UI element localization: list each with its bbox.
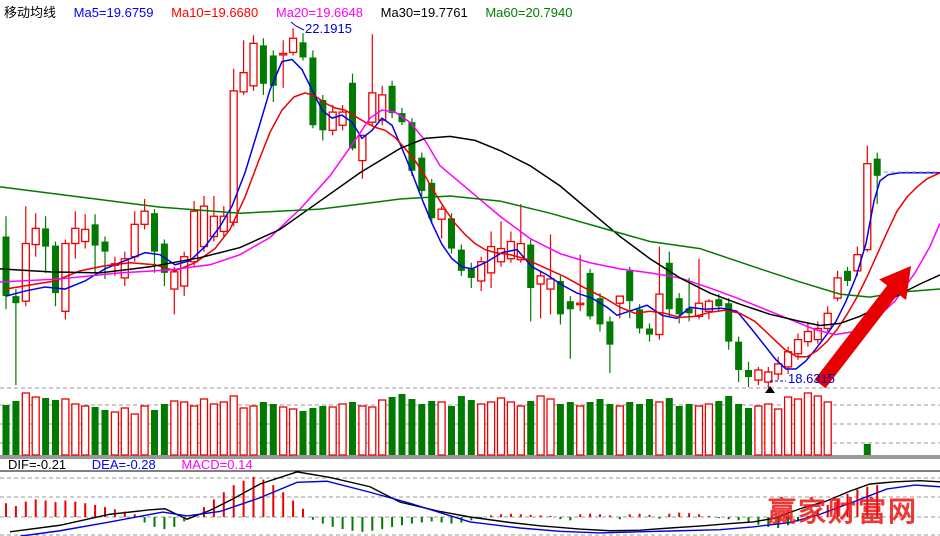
ma5-value-label: Ma5=19.6759 [73, 5, 154, 20]
high-price-label: 22.1915 [305, 21, 352, 36]
ma30-value-label: Ma30=19.7761 [380, 5, 468, 20]
trend-arrow [814, 266, 911, 389]
ma10-value-label: Ma10=19.6680 [171, 5, 259, 20]
dea-value-label: DEA=-0.28 [91, 457, 156, 472]
dif-value-label: DIF=-0.21 [8, 457, 67, 472]
low-price-label: 18.6315 [788, 371, 835, 386]
ma60-value-label: Ma60=20.7940 [485, 5, 573, 20]
macd-header: DIF=-0.21 DEA=-0.28 MACD=0.14 [8, 457, 275, 472]
macd-value-label: MACD=0.14 [181, 457, 253, 472]
watermark-text: 赢家财富网 [768, 497, 919, 528]
ma-header: 移动均线 Ma5=19.6759 Ma10=19.6680 Ma20=19.66… [4, 2, 586, 20]
ma20-value-label: Ma20=19.6648 [275, 5, 363, 20]
page-title: 移动均线 [4, 5, 57, 20]
